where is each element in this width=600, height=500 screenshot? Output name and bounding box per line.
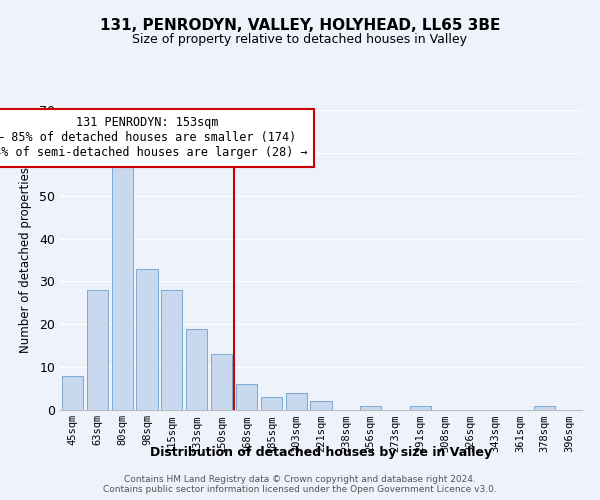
Bar [310,402,332,410]
Bar [186,328,207,410]
Bar [261,397,282,410]
Text: 131 PENRODYN: 153sqm
← 85% of detached houses are smaller (174)
14% of semi-deta: 131 PENRODYN: 153sqm ← 85% of detached h… [0,116,307,160]
Text: Distribution of detached houses by size in Valley: Distribution of detached houses by size … [150,446,492,459]
Bar [286,393,307,410]
Text: Contains HM Land Registry data © Crown copyright and database right 2024.: Contains HM Land Registry data © Crown c… [124,476,476,484]
Text: Size of property relative to detached houses in Valley: Size of property relative to detached ho… [133,32,467,46]
Y-axis label: Number of detached properties: Number of detached properties [19,167,32,353]
Bar [62,376,83,410]
Bar [161,290,182,410]
Bar [410,406,431,410]
Bar [360,406,381,410]
Bar [236,384,257,410]
Bar [211,354,232,410]
Bar [534,406,555,410]
Text: Contains public sector information licensed under the Open Government Licence v3: Contains public sector information licen… [103,486,497,494]
Bar [87,290,108,410]
Bar [112,166,133,410]
Text: 131, PENRODYN, VALLEY, HOLYHEAD, LL65 3BE: 131, PENRODYN, VALLEY, HOLYHEAD, LL65 3B… [100,18,500,32]
Bar [136,268,158,410]
